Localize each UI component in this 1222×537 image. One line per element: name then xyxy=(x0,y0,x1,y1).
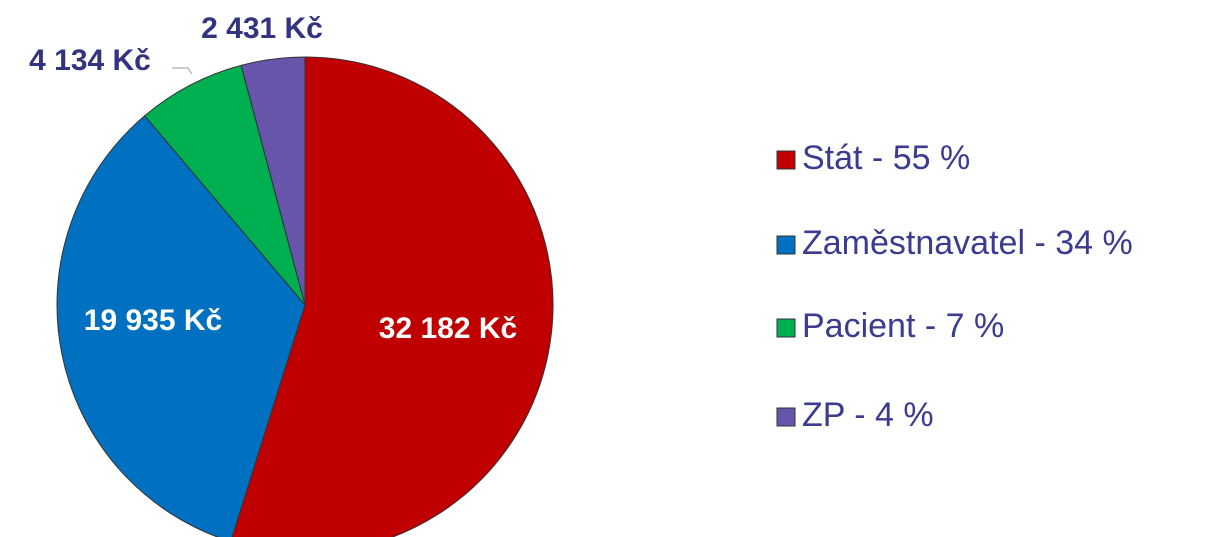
legend-label: Stát - 55 % xyxy=(802,139,970,177)
legend-label: ZP - 4 % xyxy=(802,396,934,434)
legend-swatch xyxy=(776,318,796,338)
data-label: 4 134 Kč xyxy=(29,44,151,77)
legend-label: Zaměstnavatel - 34 % xyxy=(802,224,1133,262)
pie-slice xyxy=(231,56,554,537)
leader-line xyxy=(172,67,193,75)
legend-swatch xyxy=(776,235,796,255)
data-label: 19 935 Kč xyxy=(84,304,222,337)
legend-label: Pacient - 7 % xyxy=(802,307,1004,345)
data-label: 2 431 Kč xyxy=(201,12,323,45)
data-label: 32 182 Kč xyxy=(379,312,517,345)
pie-slice xyxy=(56,115,306,537)
legend-swatch xyxy=(776,407,796,427)
pie-slice xyxy=(240,56,306,306)
legend-swatch xyxy=(776,150,796,170)
pie-slice xyxy=(143,64,306,306)
